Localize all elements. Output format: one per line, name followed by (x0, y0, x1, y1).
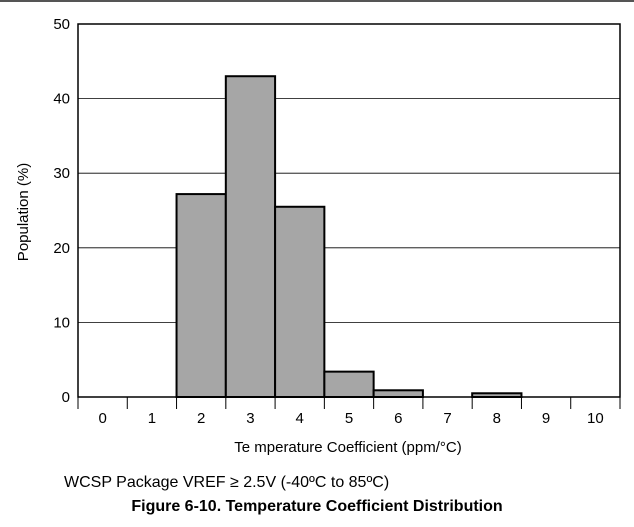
bars (175, 75, 523, 399)
histogram-bar (224, 75, 277, 398)
histogram-bar (323, 370, 375, 398)
x-tick-label: 10 (587, 410, 604, 427)
x-tick-label: 0 (98, 410, 106, 427)
x-tick-label: 6 (394, 410, 402, 427)
plot-frame (77, 23, 621, 398)
histogram-chart: 0 10 20 30 40 50 0 1 2 3 4 5 6 7 8 9 10 Population (%) T… (15, 16, 621, 456)
x-tick-label: 1 (148, 410, 156, 427)
y-tick-label: 30 (53, 165, 70, 182)
histogram-bar (372, 389, 424, 399)
grid-lines (78, 98, 620, 323)
figure-title: Figure 6-10. Temperature Coefficient Dis… (131, 498, 503, 515)
top-rule (0, 0, 634, 2)
axis-ticks: 0 10 20 30 40 50 0 1 2 3 4 5 6 7 8 9 10 (53, 16, 621, 427)
histogram-bar (175, 193, 227, 398)
x-tick-label: 4 (296, 410, 304, 427)
x-tick-label: 7 (443, 410, 451, 427)
x-tick-label: 2 (197, 410, 205, 427)
x-tick-label: 8 (493, 410, 501, 427)
chart-subtitle: WCSP Package VREF ≥ 2.5V (-40ºC to 85ºC) (64, 474, 390, 491)
y-tick-label: 40 (53, 91, 70, 108)
y-tick-label: 10 (53, 314, 70, 331)
x-tick-label: 3 (246, 410, 254, 427)
y-tick-label: 0 (62, 389, 70, 406)
y-axis-title: Population (%) (15, 163, 32, 261)
y-tick-label: 20 (53, 240, 70, 257)
histogram-bar (274, 205, 326, 398)
y-tick-label: 50 (53, 16, 70, 33)
x-axis-title: Te mperature Coefficient (ppm/°C) (234, 439, 461, 456)
x-tick-label: 5 (345, 410, 353, 427)
x-tick-label: 9 (542, 410, 550, 427)
